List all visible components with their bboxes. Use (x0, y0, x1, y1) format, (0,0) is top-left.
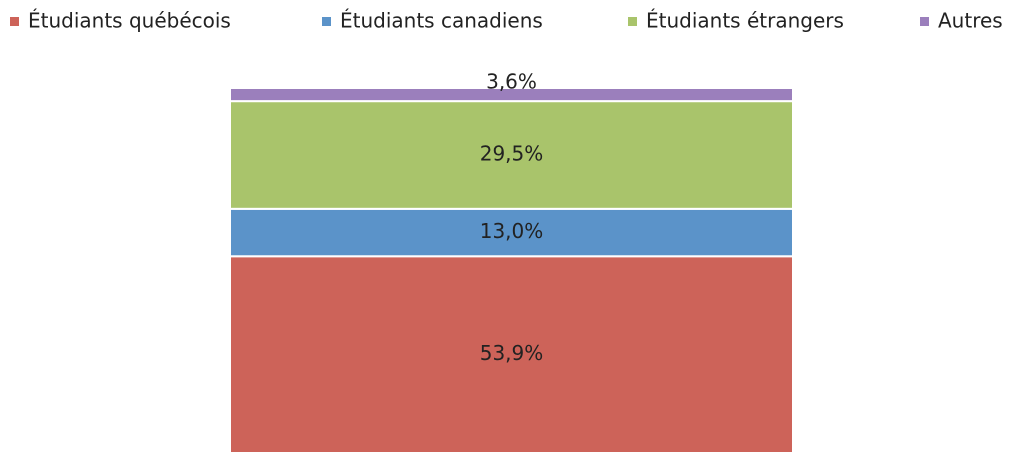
legend-swatch (920, 17, 929, 26)
bar-segment (229, 100, 794, 210)
bar-segment (229, 207, 794, 258)
legend-swatch (10, 17, 19, 26)
legend-label: Étudiants étrangers (646, 9, 844, 33)
legend-swatch (322, 17, 331, 26)
data-label: 13,0% (480, 219, 544, 243)
legend-label: Étudiants québécois (28, 9, 231, 33)
legend-label: Étudiants canadiens (340, 9, 543, 33)
data-label: 53,9% (480, 341, 544, 365)
data-label: 29,5% (480, 141, 544, 165)
bar-segment (229, 255, 794, 453)
data-label: 3,6% (486, 70, 537, 94)
legend-label: Autres (938, 9, 1003, 33)
legend-swatch (628, 17, 637, 26)
bar-segment (229, 87, 794, 103)
